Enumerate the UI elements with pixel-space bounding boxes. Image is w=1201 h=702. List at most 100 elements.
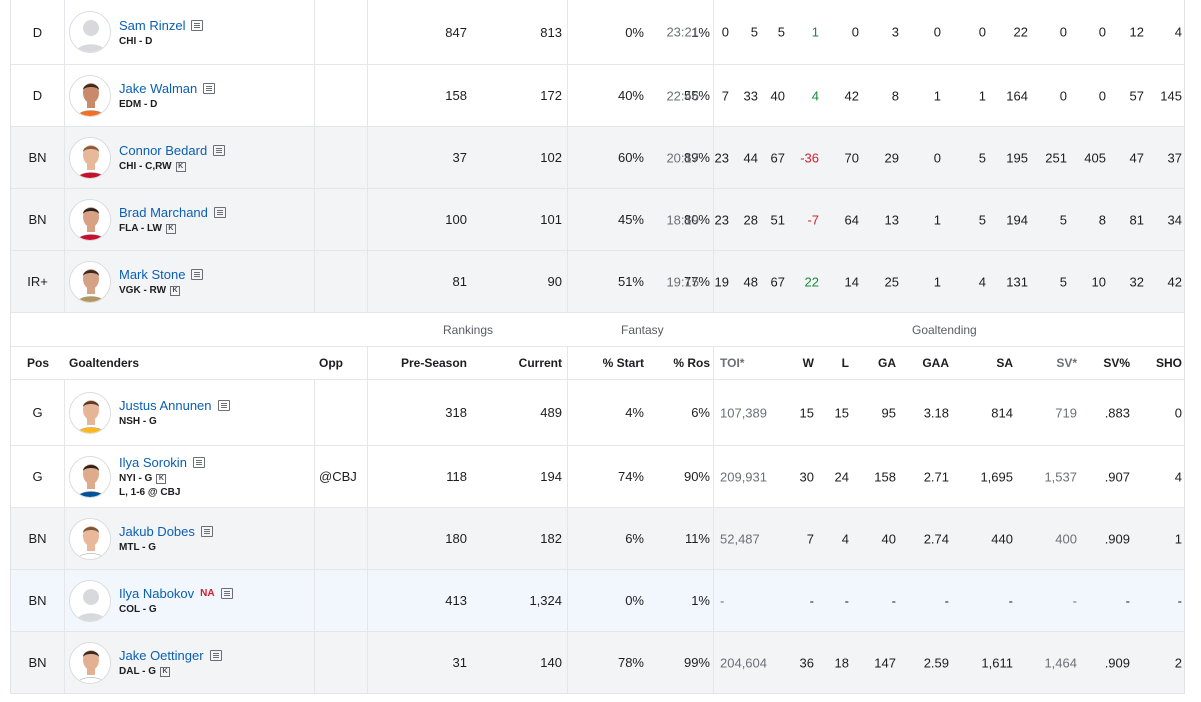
goalie-column-header: Pos Goaltenders Opp Pre-Season Current % Star… [11, 346, 1184, 379]
player-name-link[interactable]: Jake Oettinger [119, 648, 204, 663]
col-start[interactable]: % Start [602, 356, 644, 370]
preseason-rank: 158 [445, 88, 467, 103]
col-opp[interactable]: Opp [315, 347, 368, 379]
stat-value: 5 [978, 212, 986, 227]
player-notes-icon[interactable] [191, 269, 204, 280]
stat-value: 3.18 [923, 405, 949, 420]
opponent [315, 0, 368, 64]
avatar[interactable] [69, 260, 111, 303]
team-position-line: EDM - D [119, 99, 215, 110]
roster-slot[interactable]: BN [11, 189, 65, 250]
stat-value: 1,464 [1044, 655, 1077, 670]
avatar[interactable] [69, 11, 111, 53]
avatar[interactable] [69, 136, 111, 179]
stat-value: 1,611 [981, 655, 1013, 670]
col-stat[interactable]: GA [878, 356, 896, 370]
col-pos[interactable]: Pos [26, 356, 49, 370]
player-name-link[interactable]: Brad Marchand [119, 205, 208, 220]
percent-start: 78% [617, 655, 644, 670]
player-cell: Connor Bedard CHI - C,RW K [65, 127, 315, 188]
roster-slot[interactable]: IR+ [11, 251, 65, 312]
stat-value: 29 [884, 150, 899, 165]
stat-value: 95 [881, 405, 896, 420]
skater-row: D Sam Rinzel CHI - D 847 813 0% 1% 23:21 0 5 5 1 0 3 0… [11, 0, 1184, 64]
preseason-rank: 100 [445, 212, 467, 227]
player-notes-icon[interactable] [209, 650, 222, 661]
player-name-line: Sam Rinzel [119, 17, 204, 33]
col-stat[interactable]: L [841, 356, 849, 370]
player-name-link[interactable]: Ilya Nabokov [119, 586, 195, 601]
col-stat[interactable]: W [802, 356, 814, 370]
avatar[interactable] [69, 455, 111, 498]
roster-slot[interactable]: BN [11, 570, 65, 631]
player-notes-icon[interactable] [213, 207, 226, 218]
avatar[interactable] [69, 517, 111, 560]
player-name-link[interactable]: Jakub Dobes [119, 524, 195, 539]
stat-value: 44 [743, 150, 758, 165]
opponent [315, 570, 368, 631]
team-position: EDM - D [119, 99, 158, 110]
col-stat[interactable]: SHO [1155, 356, 1182, 370]
player-notes-icon[interactable] [217, 400, 230, 411]
roster-slot[interactable]: BN [11, 508, 65, 569]
col-goaltenders[interactable]: Goaltenders [69, 356, 140, 370]
opponent: @CBJ [315, 446, 368, 507]
col-stat[interactable]: SV* [1056, 356, 1077, 370]
player-notes-icon[interactable] [200, 526, 213, 537]
col-stat[interactable]: GAA [922, 356, 949, 370]
opponent [315, 632, 368, 693]
roster-slot[interactable]: D [11, 65, 65, 126]
current-rank: 813 [476, 0, 568, 64]
stat-value: 107,389 [720, 405, 767, 420]
stat-value: .909 [1104, 655, 1130, 670]
opponent [315, 127, 368, 188]
team-position: VGK - RW [119, 285, 167, 296]
player-notes-icon[interactable] [220, 588, 233, 599]
player-name-link[interactable]: Connor Bedard [119, 143, 208, 158]
col-rostered[interactable]: % Ros [649, 347, 714, 379]
col-stat[interactable]: SA [996, 356, 1013, 370]
preseason-rank: 81 [452, 274, 467, 289]
player-name-link[interactable]: Mark Stone [119, 267, 186, 282]
player-name-link[interactable]: Justus Annunen [119, 398, 212, 413]
col-stat[interactable]: SV% [1103, 356, 1130, 370]
roster-slot[interactable]: BN [11, 127, 65, 188]
player-name-line: Brad Marchand [119, 205, 226, 220]
player-name-link[interactable]: Jake Walman [119, 81, 198, 96]
player-name-link[interactable]: Sam Rinzel [119, 17, 186, 33]
avatar[interactable] [69, 74, 111, 117]
stat-value: 42 [1167, 274, 1182, 289]
roster-slot[interactable]: D [11, 0, 65, 64]
stat-value: 814 [991, 405, 1013, 420]
col-current[interactable]: Current [476, 347, 568, 379]
percent-start: 4% [625, 405, 644, 420]
stat-value: 15 [834, 405, 849, 420]
player-notes-icon[interactable] [192, 457, 205, 468]
team-position: COL - G [119, 604, 157, 615]
player-notes-icon[interactable] [213, 145, 226, 156]
avatar[interactable] [69, 391, 111, 434]
group-rankings: Rankings [443, 323, 494, 337]
player-name-link[interactable]: Ilya Sorokin [119, 455, 187, 470]
stat-value: 8 [1098, 212, 1106, 227]
roster-slot[interactable]: G [11, 380, 65, 445]
avatar[interactable] [69, 579, 111, 622]
stat-value: 0 [721, 24, 729, 40]
percent-rostered: 11% [649, 508, 714, 569]
player-notes-icon[interactable] [191, 19, 204, 31]
player-notes-icon[interactable] [203, 83, 216, 94]
goalie-row: G Ilya Sorokin NYI - G K L, 1-6 @ CBJ @CBJ 118… [11, 445, 1184, 507]
goalie-row: BN Jakub Dobes MTL - G 180 182 6% 11% 52,487 7 4 4… [11, 507, 1184, 569]
avatar[interactable] [69, 641, 111, 684]
col-stat[interactable]: TOI* [720, 356, 745, 370]
col-preseason[interactable]: Pre-Season [400, 356, 467, 370]
stat-value: 4 [811, 88, 819, 103]
stat-value: 194 [1006, 212, 1028, 227]
stat-value: .909 [1104, 531, 1130, 546]
roster-slot[interactable]: BN [11, 632, 65, 693]
roster-slot[interactable]: G [11, 446, 65, 507]
stat-value: 7 [721, 88, 729, 103]
preseason-rank: 180 [445, 531, 467, 546]
avatar[interactable] [69, 198, 111, 241]
player-name-line: Mark Stone [119, 267, 204, 282]
